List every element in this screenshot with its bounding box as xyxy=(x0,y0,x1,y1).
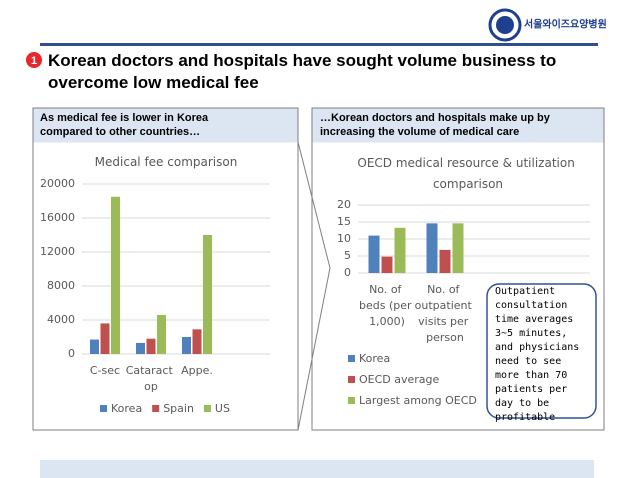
legend-label: Spain xyxy=(163,402,194,415)
legend-label: US xyxy=(215,402,230,415)
y-tick-label: 5 xyxy=(344,249,351,262)
bar xyxy=(157,314,166,354)
badge xyxy=(26,52,42,68)
left-panel-heading: As medical fee is lower in Korea compare… xyxy=(40,112,211,138)
legend-label: Korea xyxy=(359,352,390,365)
chart-title: Medical fee comparison xyxy=(95,155,238,169)
bar xyxy=(111,196,120,354)
y-tick-label: 0 xyxy=(344,266,351,279)
bar xyxy=(182,337,191,354)
y-tick-label: 4000 xyxy=(47,313,75,326)
bar xyxy=(192,329,202,354)
bar xyxy=(136,342,145,354)
y-tick-label: 8000 xyxy=(47,279,75,292)
left-panel xyxy=(32,107,299,431)
callout-box xyxy=(486,283,597,419)
charts: Medical fee comparison 0 4000 8000 12000 1600… xyxy=(40,155,590,415)
badge-number: 1 xyxy=(31,55,37,67)
logo-text: 서울와이즈요양병원 xyxy=(524,18,607,31)
legend-swatch xyxy=(100,405,107,412)
legend-label: Korea xyxy=(111,402,142,415)
footer-bar xyxy=(40,460,594,478)
left-panel-header xyxy=(33,108,298,143)
bar xyxy=(368,235,380,273)
bar xyxy=(426,223,438,273)
slide-title: Korean doctors and hospitals have sought… xyxy=(48,51,561,92)
y-tick-label: 20000 xyxy=(40,177,75,190)
right-panel-header xyxy=(312,108,604,143)
bar xyxy=(146,338,156,354)
bar xyxy=(381,256,393,273)
legend-swatch xyxy=(348,355,355,362)
bar xyxy=(439,249,451,273)
x-tick-label: Appe. xyxy=(181,364,213,377)
y-tick-label: 10 xyxy=(337,232,351,245)
bar xyxy=(394,227,406,273)
legend-label: OECD average xyxy=(359,373,440,386)
y-tick-label: 12000 xyxy=(40,245,75,258)
x-tick-label: No. of beds (per 1,000) xyxy=(359,283,415,328)
callout-text: Outpatient consultation time averages 3~… xyxy=(495,286,585,423)
right-panel-heading: …Korean doctors and hospitals make up by… xyxy=(320,112,553,138)
chart-title: OECD medical resource & utilization comp… xyxy=(357,156,578,191)
x-tick-label: Cataract op xyxy=(126,364,177,393)
bar xyxy=(90,339,99,354)
x-tick-label: No. of outpatient visits per person xyxy=(415,283,476,344)
bar xyxy=(203,235,212,354)
legend-swatch xyxy=(203,405,211,412)
x-tick-label: C-sec xyxy=(90,364,120,377)
y-tick-label: 0 xyxy=(68,347,75,360)
chevron xyxy=(297,141,331,431)
y-tick-label: 16000 xyxy=(40,211,75,224)
bar xyxy=(100,323,110,354)
legend-swatch xyxy=(348,397,355,404)
logo-inner xyxy=(496,16,514,34)
legend-label: Largest among OECD xyxy=(359,394,477,407)
legend-swatch xyxy=(348,376,355,383)
header-rule xyxy=(40,43,598,46)
bar xyxy=(452,223,464,273)
y-tick-label: 20 xyxy=(337,198,351,211)
legend-swatch xyxy=(152,405,160,412)
y-tick-label: 15 xyxy=(337,215,351,228)
